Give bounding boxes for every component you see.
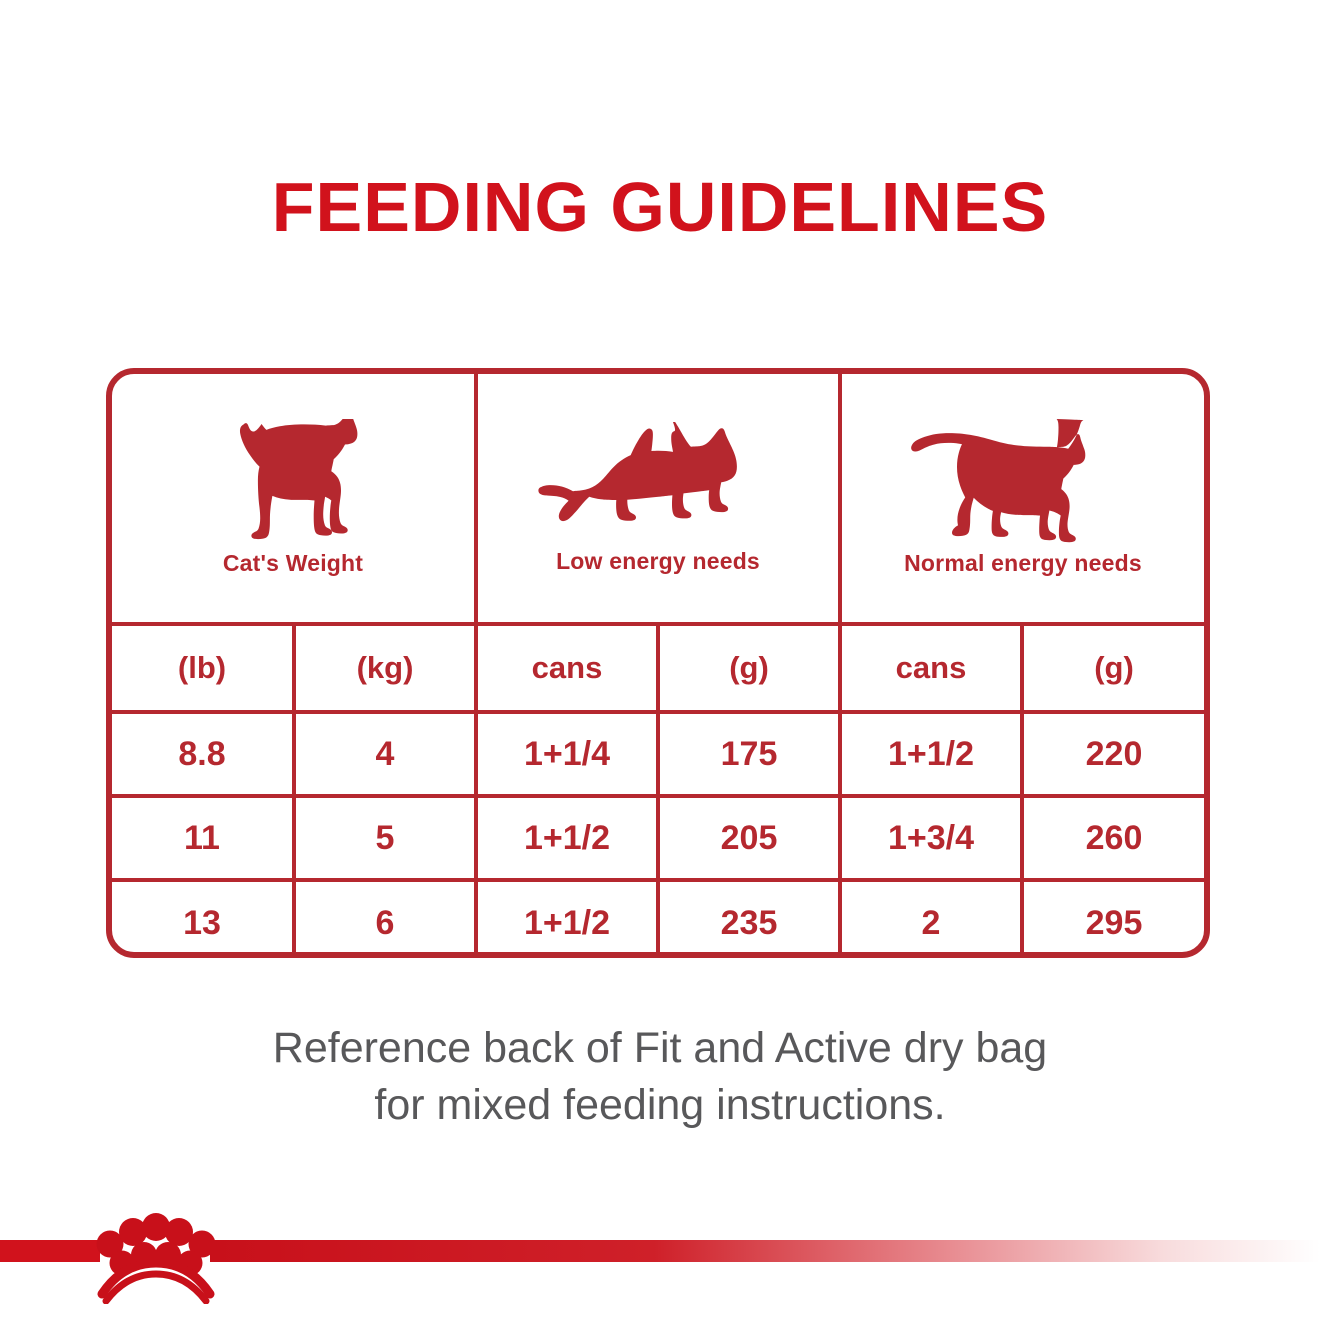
footer-note: Reference back of Fit and Active dry bag… (0, 1020, 1320, 1134)
cell-normal-grams: 220 (1020, 710, 1204, 798)
brand-bar-right-gradient (210, 1240, 1320, 1262)
unit-header-lb: (lb) (112, 622, 296, 714)
cell-low-cans: 1+1/4 (474, 710, 660, 798)
unit-header-g-normal: (g) (1020, 622, 1204, 714)
unit-header-kg: (kg) (292, 622, 478, 714)
table-row: 11 5 1+1/2 205 1+3/4 260 (112, 794, 1204, 882)
header-cell-normal-energy: Normal energy needs (838, 374, 1204, 626)
table-row: 8.8 4 1+1/4 175 1+1/2 220 (112, 710, 1204, 798)
table-row: 13 6 1+1/2 235 2 295 (112, 878, 1204, 952)
cell-normal-grams: 260 (1020, 794, 1204, 882)
header-label-cats-weight: Cat's Weight (222, 550, 364, 576)
cell-weight-kg: 4 (292, 710, 478, 798)
cell-low-cans: 1+1/2 (474, 794, 660, 882)
cell-normal-grams: 295 (1020, 878, 1204, 952)
cell-low-grams: 235 (656, 878, 842, 952)
header-label-low-energy: Low energy needs (556, 547, 760, 574)
page-title: FEEDING GUIDELINES (271, 168, 1049, 246)
header-cell-cats-weight: Cat's Weight (112, 374, 478, 626)
cat-standing-icon (219, 419, 367, 544)
cell-weight-kg: 5 (292, 794, 478, 882)
cell-normal-cans: 1+1/2 (838, 710, 1024, 798)
brand-bar-left-segment (0, 1240, 100, 1262)
unit-header-cans-low: cans (474, 622, 660, 714)
table-group-header-row: Cat's Weight Low energy needs (112, 374, 1204, 626)
royal-canin-crown-logo (88, 1208, 224, 1305)
cat-lying-icon (538, 421, 778, 542)
cell-low-grams: 175 (656, 710, 842, 798)
cell-normal-cans: 1+3/4 (838, 794, 1024, 882)
cell-low-cans: 1+1/2 (474, 878, 660, 952)
brand-bar (0, 1240, 1320, 1262)
header-cell-low-energy: Low energy needs (474, 374, 842, 626)
unit-header-g-low: (g) (656, 622, 842, 714)
header-label-normal-energy: Normal energy needs (904, 550, 1142, 576)
cell-weight-lb: 13 (112, 878, 296, 952)
footer-note-line-2: for mixed feeding instructions. (374, 1080, 946, 1129)
unit-header-cans-normal: cans (838, 622, 1024, 714)
footer-note-line-1: Reference back of Fit and Active dry bag (272, 1024, 1048, 1072)
cell-weight-lb: 8.8 (112, 710, 296, 798)
feeding-guidelines-table: Cat's Weight Low energy needs (106, 368, 1210, 958)
cell-low-grams: 205 (656, 794, 842, 882)
cell-normal-cans: 2 (838, 878, 1024, 952)
table-unit-header-row: (lb) (kg) cans (g) cans (g) (112, 622, 1204, 714)
cat-walking-icon (910, 419, 1136, 544)
cell-weight-lb: 11 (112, 794, 296, 882)
cell-weight-kg: 6 (292, 878, 478, 952)
